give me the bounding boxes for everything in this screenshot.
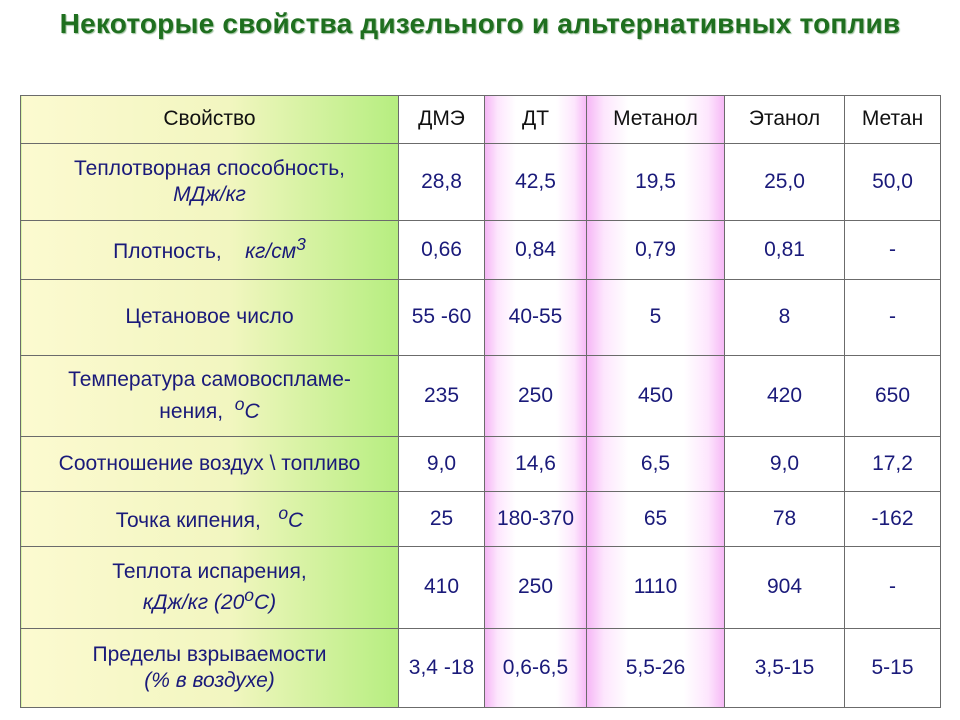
property-name: Теплота испарения, [112,559,307,583]
cell-value: 1110 [586,546,725,629]
property-name: Цетановое число [125,305,294,329]
cell-value: 3,4 -18 [398,628,485,708]
property-name: Плотность, [113,240,222,264]
properties-table: Свойство ДМЭ ДТ Метанол Этанол Метан Теп… [20,95,941,708]
table-row: Плотность, кг/см3 0,66 0,84 0,79 0,81 - [20,220,941,280]
table-row: Пределы взрываемости (% в воздухе) 3,4 -… [20,628,941,708]
table-row: Точка кипения, oС 25 180-370 65 78 -162 [20,491,941,547]
property-unit-sup: o [234,393,245,414]
cell-value: 0,84 [484,220,587,280]
cell-value: 0,66 [398,220,485,280]
cell-value: 9,0 [724,436,845,492]
header-col-dt: ДТ [484,95,587,144]
property-name-cont: нения, [159,399,224,423]
cell-value: 0,6-6,5 [484,628,587,708]
table-row: Соотношение воздух \ топливо 9,0 14,6 6,… [20,436,941,492]
cell-value: 180-370 [484,491,587,547]
property-unit-sup: 3 [296,234,306,255]
property-name: Пределы взрываемости [92,642,327,666]
row-property-autoignition: Температура самовоспламе- нения, oС [20,355,399,437]
property-name: Теплотворная способность, [74,156,345,180]
cell-value: 6,5 [586,436,725,492]
property-unit: МДж/кг [173,183,246,206]
row-property-heat-value: Теплотворная способность, МДж/кг [20,143,399,221]
cell-value: 410 [398,546,485,629]
cell-value: 42,5 [484,143,587,221]
row-property-air-fuel: Соотношение воздух \ топливо [20,436,399,492]
property-name: Точка кипения, [115,509,261,533]
property-unit: С [288,509,304,533]
cell-value: 55 -60 [398,279,485,356]
row-property-boiling: Точка кипения, oС [20,491,399,547]
table-row: Температура самовоспламе- нения, oС 235 … [20,355,941,437]
table-row: Теплота испарения, кДж/кг (20oС) 410 250… [20,546,941,629]
cell-value: 17,2 [844,436,941,492]
cell-value: 8 [724,279,845,356]
cell-value: 14,6 [484,436,587,492]
cell-value: - [844,220,941,280]
cell-value: 904 [724,546,845,629]
cell-value: 78 [724,491,845,547]
cell-value: 28,8 [398,143,485,221]
cell-value: 235 [398,355,485,437]
cell-value: - [844,279,941,356]
cell-value: - [844,546,941,629]
cell-value: 9,0 [398,436,485,492]
cell-value: 50,0 [844,143,941,221]
table-row: Теплотворная способность, МДж/кг 28,8 42… [20,143,941,221]
property-name: Температура самовоспламе- [68,368,351,392]
header-property: Свойство [20,95,399,144]
cell-value: 3,5-15 [724,628,845,708]
cell-value: 65 [586,491,725,547]
cell-value: 650 [844,355,941,437]
header-col-dme: ДМЭ [398,95,485,144]
property-unit-sup: o [278,503,289,524]
cell-value: 0,81 [724,220,845,280]
cell-value: 40-55 [484,279,587,356]
property-unit: кДж/кг (20 [142,591,245,614]
cell-value: 5-15 [844,628,941,708]
cell-value: 0,79 [586,220,725,280]
property-unit: С [244,399,260,423]
property-name: Соотношение воздух \ топливо [58,451,361,475]
header-col-ethanol: Этанол [724,95,845,144]
table-header-row: Свойство ДМЭ ДТ Метанол Этанол Метан [20,95,941,144]
cell-value: 5 [586,279,725,356]
cell-value: 25 [398,491,485,547]
row-property-cetane: Цетановое число [20,279,399,356]
header-col-methanol: Метанол [586,95,725,144]
property-unit-post: С) [254,591,277,614]
property-unit: кг/см [245,240,297,264]
row-property-explosion-limits: Пределы взрываемости (% в воздухе) [20,628,399,708]
page-title: Некоторые свойства дизельного и альтерна… [59,8,901,39]
cell-value: 420 [724,355,845,437]
cell-value: 25,0 [724,143,845,221]
cell-value: 250 [484,546,587,629]
cell-value: 19,5 [586,143,725,221]
row-property-vaporization: Теплота испарения, кДж/кг (20oС) [20,546,399,629]
cell-value: 5,5-26 [586,628,725,708]
cell-value: -162 [844,491,941,547]
property-unit: (% в воздухе) [144,669,275,692]
header-col-methane: Метан [844,95,941,144]
cell-value: 250 [484,355,587,437]
cell-value: 450 [586,355,725,437]
property-unit-sup: o [244,585,254,605]
table-row: Цетановое число 55 -60 40-55 5 8 - [20,279,941,356]
row-property-density: Плотность, кг/см3 [20,220,399,280]
